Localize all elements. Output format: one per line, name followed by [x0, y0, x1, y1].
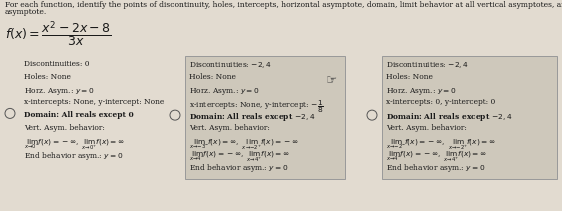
Text: End behavior asym.: $y = 0$: End behavior asym.: $y = 0$	[24, 150, 124, 162]
Text: Domain: All reals except 0: Domain: All reals except 0	[24, 111, 134, 119]
Text: asymptote.: asymptote.	[5, 8, 47, 16]
Text: Domain: All reals except $-2, 4$: Domain: All reals except $-2, 4$	[386, 111, 513, 123]
Text: x-intercepts: None, y-intercept: $-\dfrac{1}{8}$: x-intercepts: None, y-intercept: $-\dfra…	[189, 98, 324, 115]
Text: ☞: ☞	[326, 74, 337, 87]
Text: x-intercepts: 0, y-intercept: 0: x-intercepts: 0, y-intercept: 0	[386, 98, 495, 106]
Text: Discontinuities: 0: Discontinuities: 0	[24, 60, 89, 68]
Text: Holes: None: Holes: None	[189, 73, 236, 81]
Text: Horz. Asym.: $y = 0$: Horz. Asym.: $y = 0$	[24, 86, 95, 97]
Text: Horz. Asym.: $y = 0$: Horz. Asym.: $y = 0$	[386, 86, 457, 97]
Text: End behavior asym.: $y = 0$: End behavior asym.: $y = 0$	[189, 162, 289, 174]
Text: $f(x) = \dfrac{x^2 - 2x - 8}{3x}$: $f(x) = \dfrac{x^2 - 2x - 8}{3x}$	[5, 19, 112, 49]
Text: x-intercepts: None, y-intercept: None: x-intercepts: None, y-intercept: None	[24, 98, 164, 106]
Text: $\lim_{x\to -3^-}\!f(x)=\infty,\ \lim_{x\to -2^+}\!f(x)=-\infty$: $\lim_{x\to -3^-}\!f(x)=\infty,\ \lim_{x…	[189, 137, 299, 152]
Text: $\lim_{x\to 4^-}\!f(x)=-\infty,\ \lim_{x\to 4^+}\!f(x)=\infty$: $\lim_{x\to 4^-}\!f(x)=-\infty,\ \lim_{x…	[386, 150, 487, 164]
FancyBboxPatch shape	[185, 56, 345, 179]
Text: For each function, identify the points of discontinuity, holes, intercepts, hori: For each function, identify the points o…	[5, 1, 562, 9]
Text: Discontinuities: $-2, 4$: Discontinuities: $-2, 4$	[189, 60, 272, 70]
Text: Vert. Asym. behavior:: Vert. Asym. behavior:	[189, 124, 270, 132]
Text: $\lim_{x\to 4^-}\!f(x)=-\infty,\ \lim_{x\to 4^+}\!f(x)=\infty$: $\lim_{x\to 4^-}\!f(x)=-\infty,\ \lim_{x…	[189, 150, 290, 164]
Text: Horz. Asym.: $y = 0$: Horz. Asym.: $y = 0$	[189, 86, 260, 97]
Text: Holes: None: Holes: None	[386, 73, 433, 81]
Text: Domain: All reals except $-2, 4$: Domain: All reals except $-2, 4$	[189, 111, 315, 123]
Text: Vert. Asym. behavior:: Vert. Asym. behavior:	[386, 124, 467, 132]
Text: Discontinuities: $-2, 4$: Discontinuities: $-2, 4$	[386, 60, 469, 70]
Text: End behavior asym.: $y = 0$: End behavior asym.: $y = 0$	[386, 162, 486, 174]
Text: $\lim_{x\to 0^-}\!f(x)=-\infty,\ \lim_{x\to 0^+}\!f(x)=\infty$: $\lim_{x\to 0^-}\!f(x)=-\infty,\ \lim_{x…	[24, 137, 125, 152]
Text: Holes: None: Holes: None	[24, 73, 71, 81]
FancyBboxPatch shape	[382, 56, 557, 179]
Text: $\lim_{x\to -2^-}\!f(x)=-\infty,\ \lim_{x\to -2^+}\!f(x)=\infty$: $\lim_{x\to -2^-}\!f(x)=-\infty,\ \lim_{…	[386, 137, 496, 152]
Text: Vert. Asym. behavior:: Vert. Asym. behavior:	[24, 124, 105, 132]
